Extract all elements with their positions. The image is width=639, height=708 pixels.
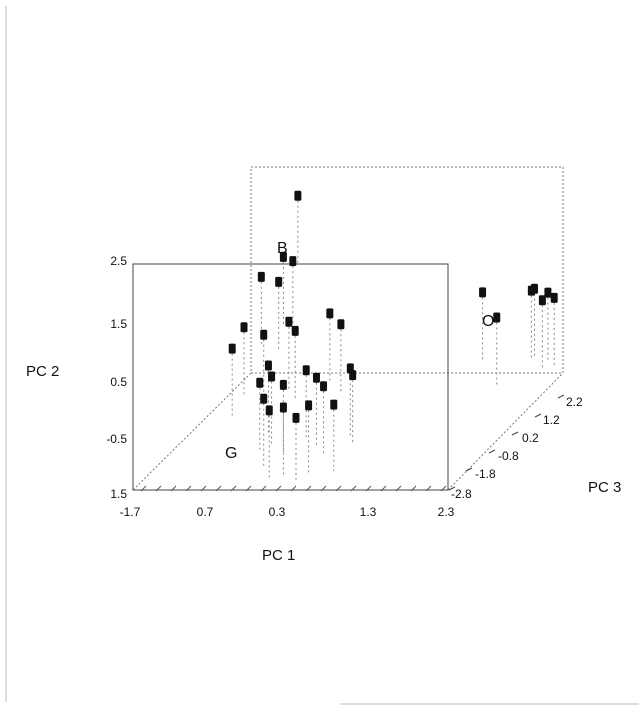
floor-tick bbox=[155, 485, 162, 492]
data-point bbox=[292, 412, 300, 423]
y-tick-label: -0.5 bbox=[106, 432, 127, 446]
floor-edges bbox=[132, 372, 564, 491]
data-point bbox=[260, 393, 268, 404]
data-point bbox=[320, 381, 328, 392]
data-point bbox=[330, 399, 338, 410]
data-point bbox=[264, 360, 272, 371]
z-axis-ticks: 2.2 1.2 0.2 -0.8 -1.8 -2.8 bbox=[451, 395, 583, 501]
floor-tick bbox=[215, 485, 222, 492]
data-point bbox=[279, 402, 287, 413]
x-axis-ticks: -1.7 0.7 0.3 1.3 2.3 bbox=[120, 505, 455, 519]
floor-tick bbox=[305, 485, 312, 492]
data-point bbox=[240, 322, 248, 333]
data-point bbox=[305, 400, 313, 411]
data-point bbox=[349, 370, 357, 381]
floor-tick bbox=[365, 485, 372, 492]
floor-tick bbox=[230, 485, 237, 492]
z-tick-label: -2.8 bbox=[451, 487, 472, 501]
floor-ticks bbox=[140, 485, 447, 492]
y-tick-label: 1.5 bbox=[110, 317, 127, 331]
data-point bbox=[265, 405, 273, 416]
y-tick-label: 1.5 bbox=[110, 487, 127, 501]
y-axis-title: PC 2 bbox=[26, 363, 59, 380]
z-axis-title: PC 3 bbox=[588, 479, 621, 496]
data-point bbox=[550, 292, 558, 303]
z-tick-label: 0.2 bbox=[522, 431, 539, 445]
data-point bbox=[326, 308, 334, 319]
data-point bbox=[279, 379, 287, 390]
y-axis-ticks: 2.5 1.5 0.5 -0.5 1.5 bbox=[106, 254, 127, 501]
floor-tick bbox=[290, 485, 297, 492]
floor-tick bbox=[440, 485, 447, 492]
data-point bbox=[479, 287, 487, 298]
floor-tick bbox=[245, 485, 252, 492]
x-tick-label: 0.7 bbox=[197, 505, 214, 519]
x-tick-label: 1.3 bbox=[360, 505, 377, 519]
front-frame bbox=[132, 263, 449, 491]
floor-tick bbox=[395, 485, 402, 492]
data-point bbox=[268, 371, 276, 382]
floor-tick bbox=[140, 485, 147, 492]
floor-tick bbox=[260, 485, 267, 492]
z-tick-marks bbox=[448, 394, 565, 491]
cluster-label-o: O bbox=[482, 313, 494, 330]
floor-tick bbox=[335, 485, 342, 492]
data-point bbox=[337, 319, 345, 330]
y-tick-label: 0.5 bbox=[110, 375, 127, 389]
data-point bbox=[289, 256, 297, 267]
data-point bbox=[228, 343, 236, 354]
drop-lines bbox=[231, 200, 555, 481]
floor-tick bbox=[350, 485, 357, 492]
x-axis-title: PC 1 bbox=[262, 547, 295, 564]
cluster-label-b: B bbox=[277, 240, 288, 257]
figure-border bbox=[5, 6, 639, 705]
data-point bbox=[302, 365, 310, 376]
x-tick-label: 2.3 bbox=[438, 505, 455, 519]
z-tick-label: 2.2 bbox=[566, 395, 583, 409]
x-tick-label: 0.3 bbox=[269, 505, 286, 519]
data-markers bbox=[228, 190, 558, 423]
data-point bbox=[275, 276, 283, 287]
data-point bbox=[256, 377, 264, 388]
floor-tick bbox=[425, 485, 432, 492]
floor-tick bbox=[275, 485, 282, 492]
z-tick-label: 1.2 bbox=[543, 413, 560, 427]
data-point bbox=[279, 251, 287, 262]
y-tick-label: 2.5 bbox=[110, 254, 127, 268]
floor-tick bbox=[170, 485, 177, 492]
data-point bbox=[260, 329, 268, 340]
data-point bbox=[531, 283, 539, 294]
x-tick-label: -1.7 bbox=[120, 505, 141, 519]
data-point bbox=[538, 295, 546, 306]
data-point bbox=[493, 312, 501, 323]
data-point bbox=[257, 271, 265, 282]
floor-tick bbox=[410, 485, 417, 492]
data-point bbox=[294, 190, 302, 201]
z-tick-label: -0.8 bbox=[498, 449, 519, 463]
floor-tick bbox=[185, 485, 192, 492]
data-point bbox=[285, 316, 293, 327]
floor-tick bbox=[380, 485, 387, 492]
data-point bbox=[291, 325, 299, 336]
floor-tick bbox=[320, 485, 327, 492]
cluster-label-g: G bbox=[225, 445, 237, 462]
data-point bbox=[544, 287, 552, 298]
floor-tick bbox=[200, 485, 207, 492]
z-tick-label: -1.8 bbox=[475, 467, 496, 481]
data-point bbox=[312, 372, 320, 383]
